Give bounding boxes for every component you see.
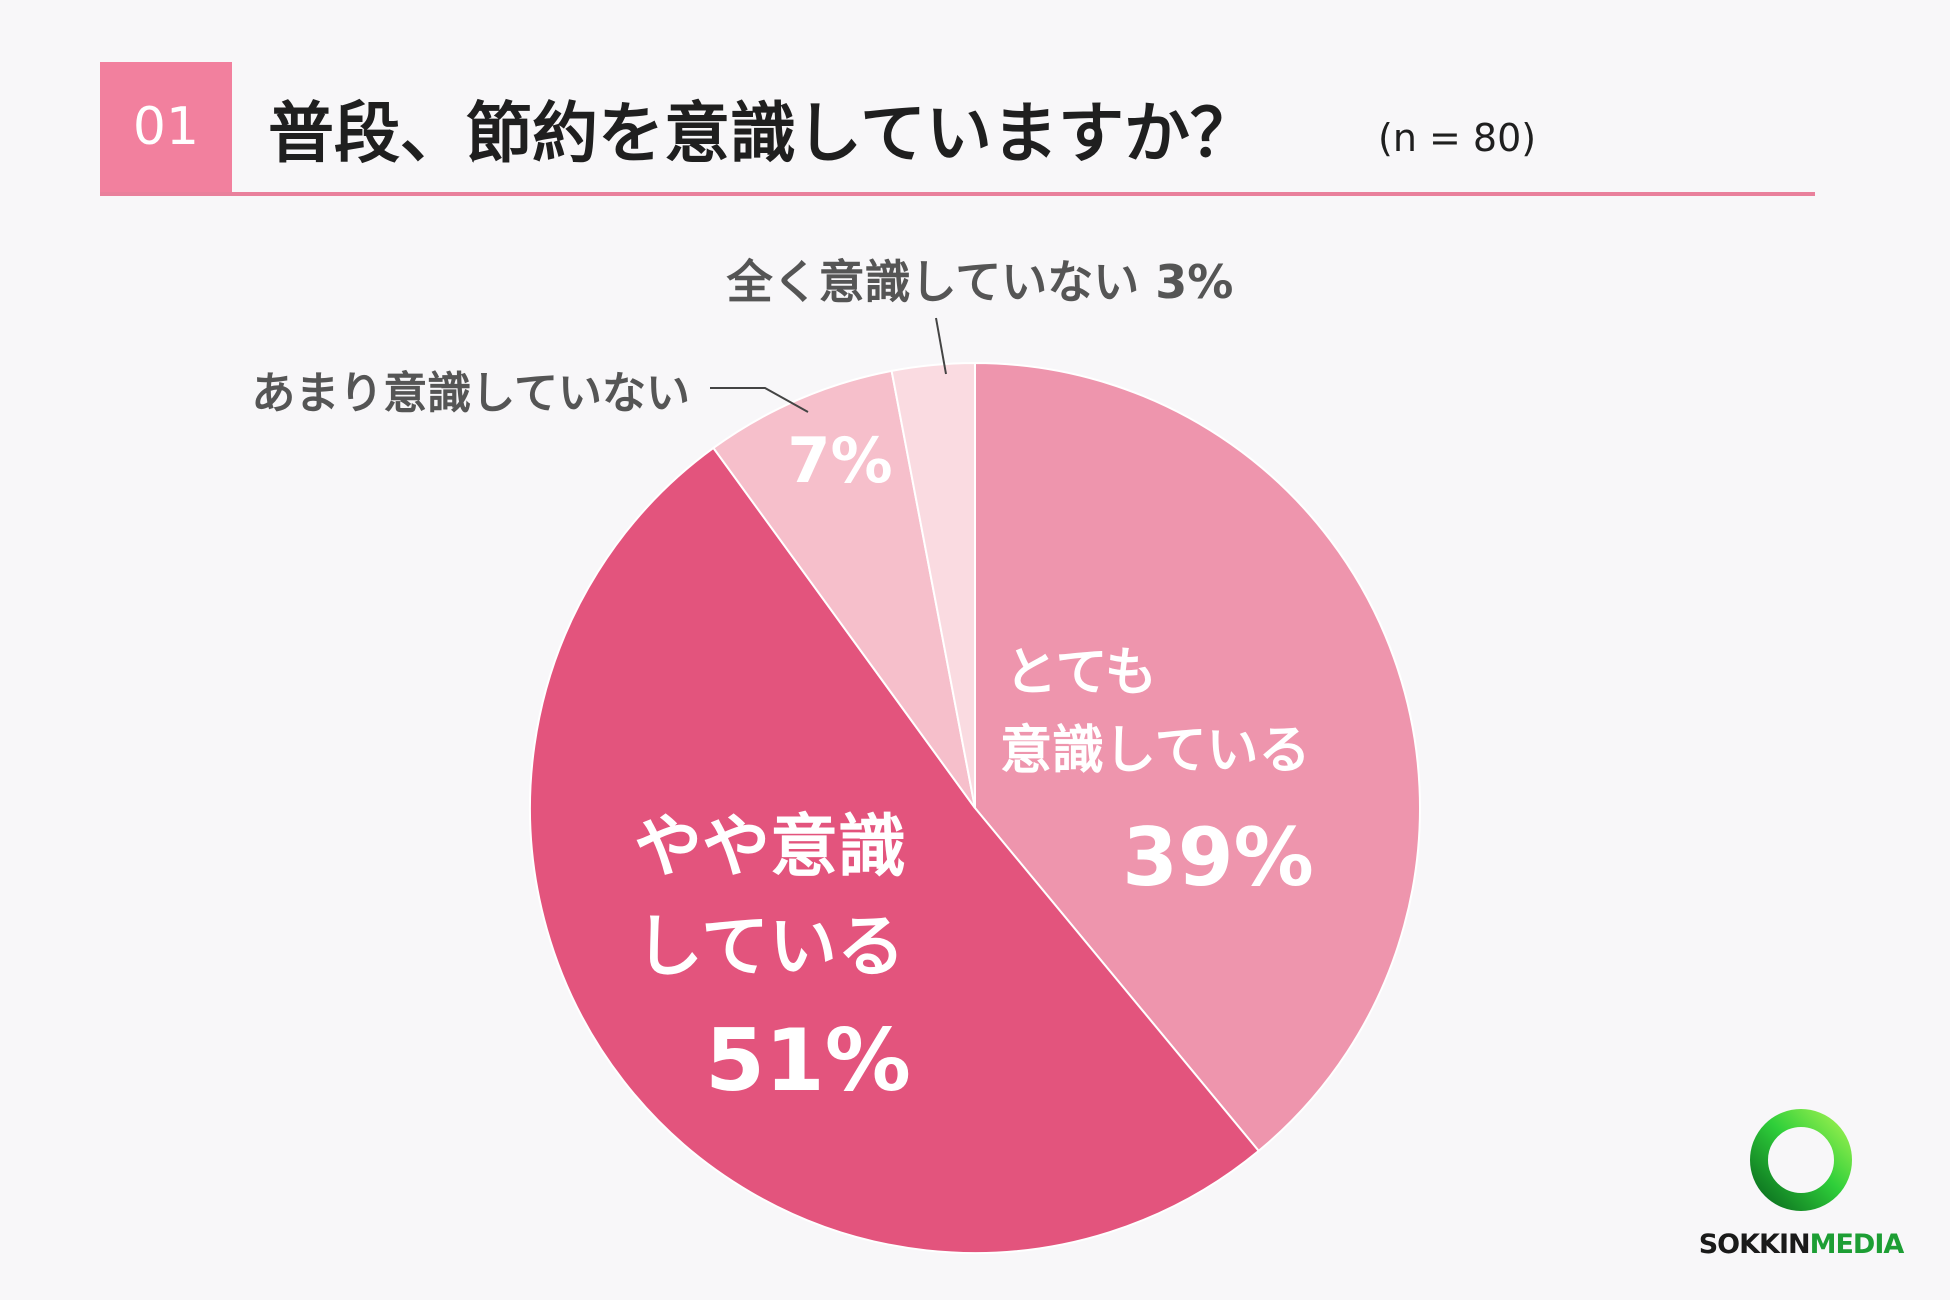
logo-ring-icon	[1750, 1109, 1852, 1211]
slice-label-yaya-line-2: している	[635, 908, 905, 987]
slice-label-mattaku-line-1: 全く意識していない 3%	[726, 255, 1234, 309]
sample-size: (n = 80)	[1378, 116, 1537, 160]
slice-label-totemo-line-2: 意識している	[1000, 721, 1310, 781]
slice-value-totemo: 39%	[1122, 811, 1313, 904]
pie-slice-totemo	[974, 361, 1421, 1153]
pie-slice-yaya	[528, 446, 1261, 1254]
leader-line-amari	[710, 387, 809, 413]
logo-text-accent: MEDIA	[1809, 1229, 1905, 1260]
pie-slice-amari	[712, 369, 976, 809]
header-underline	[100, 192, 1815, 196]
leader-line-mattaku	[935, 317, 947, 375]
chart-header: 01 普段、節約を意識していますか？ (n = 80)	[100, 62, 1815, 196]
question-number-badge: 01	[100, 62, 232, 192]
slice-value-amari: 7%	[787, 424, 892, 497]
slice-label-totemo-line-1: とても	[1005, 643, 1157, 703]
sokkin-media-logo: SOKKINMEDIA	[1698, 1105, 1904, 1265]
question-title: 普段、節約を意識していますか？	[268, 95, 1257, 172]
slice-label-yaya-line-1: やや意識	[634, 808, 906, 887]
logo-wordmark: SOKKINMEDIA	[1698, 1229, 1905, 1260]
slice-value-yaya: 51%	[705, 1011, 911, 1111]
logo-text-main: SOKKIN	[1698, 1229, 1811, 1260]
pie-slice-mattaku	[890, 361, 976, 809]
slice-label-amari-line-1: あまり意識していない	[251, 368, 690, 419]
